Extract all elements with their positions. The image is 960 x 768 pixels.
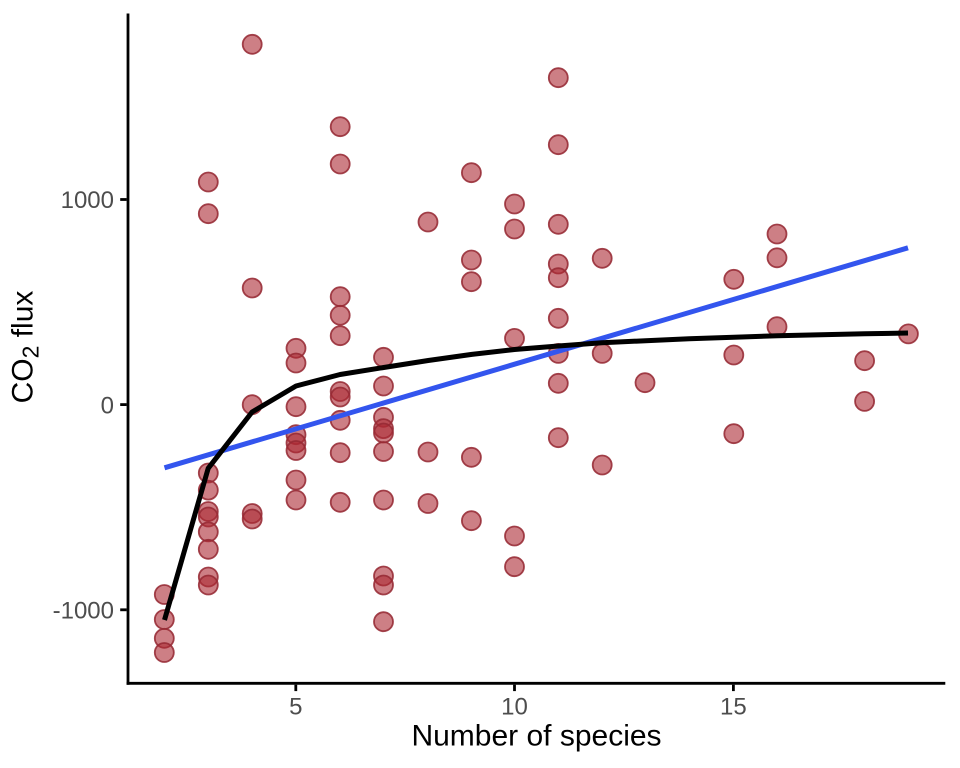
svg-text:10: 10: [501, 694, 528, 721]
svg-text:Number of species: Number of species: [411, 720, 661, 753]
svg-text:-1000: -1000: [53, 598, 114, 625]
svg-text:15: 15: [720, 694, 747, 721]
svg-text:0: 0: [101, 392, 114, 419]
svg-text:5: 5: [289, 694, 302, 721]
svg-text:1000: 1000: [61, 187, 114, 214]
